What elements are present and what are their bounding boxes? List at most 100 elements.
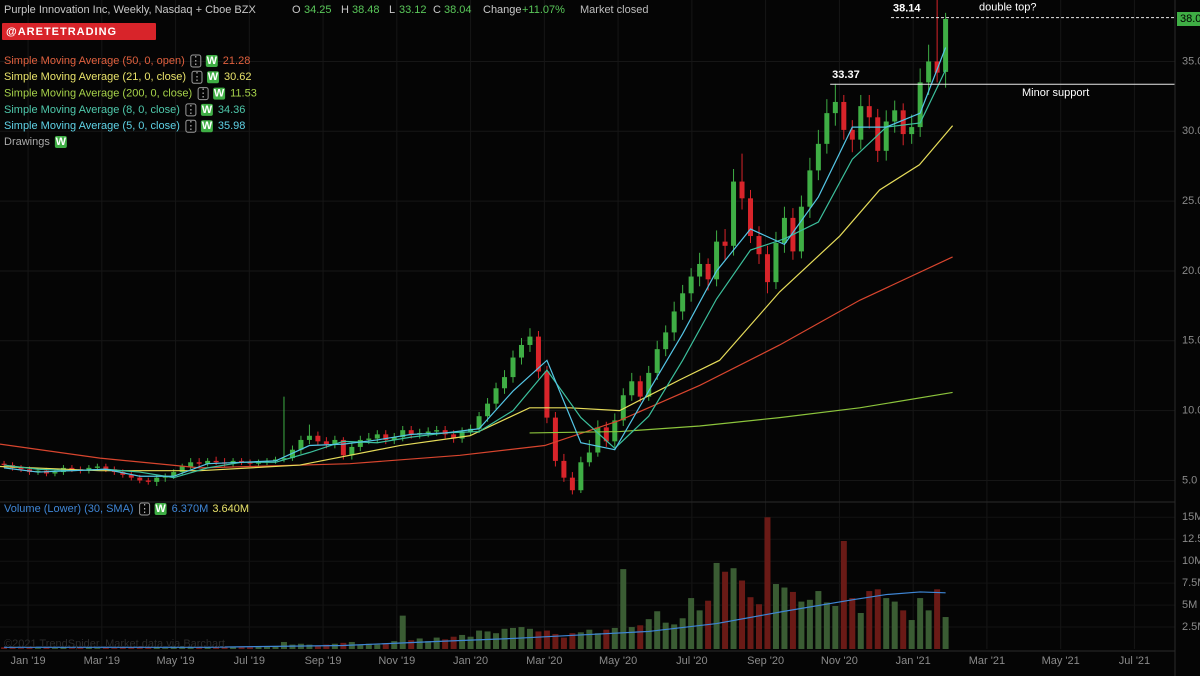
volume-bar <box>85 647 92 649</box>
y-tick-label: 15M <box>1182 511 1200 523</box>
legend-menu <box>191 70 203 84</box>
legend-name: Volume (Lower) (30, SMA) <box>4 503 134 515</box>
volume-bar <box>764 517 771 649</box>
candle-body <box>400 430 406 438</box>
candle-body <box>459 431 465 439</box>
volume-bar <box>77 647 84 649</box>
candle-body <box>357 439 363 447</box>
candle-body <box>909 127 915 135</box>
candle-body <box>145 480 151 482</box>
x-tick-label: Mar '20 <box>526 655 562 667</box>
candle-body <box>637 381 643 397</box>
volume-bar <box>730 568 737 649</box>
volume-bar <box>781 587 788 649</box>
volume-bar <box>569 633 576 649</box>
volume-bar <box>560 637 567 649</box>
volume-bar <box>891 601 898 649</box>
legend-value: 35.98 <box>218 120 246 132</box>
volume-bar <box>603 629 610 649</box>
x-tick-label: May '21 <box>1042 655 1080 667</box>
candle-body <box>697 263 703 277</box>
x-tick-label: Jan '19 <box>10 655 45 667</box>
volume-bar <box>314 645 321 649</box>
candle-body <box>94 466 100 468</box>
candle-body <box>52 472 58 474</box>
x-tick-label: Nov '19 <box>378 655 415 667</box>
header-text: 38.04 <box>444 4 472 16</box>
candle-body <box>86 467 92 471</box>
volume-bar <box>289 644 296 649</box>
candle-body <box>646 372 652 397</box>
candle-body <box>943 18 949 72</box>
volume-bar <box>925 610 932 649</box>
legend-name: Simple Moving Average (200, 0, close) <box>4 88 192 100</box>
volume-bar <box>628 627 635 649</box>
volume-bar <box>153 647 160 649</box>
candle-body <box>120 472 126 475</box>
legend-badge-text: W <box>202 120 213 132</box>
y-tick-label: 12.5M <box>1182 533 1200 545</box>
candle-body <box>841 101 847 130</box>
legend-badge <box>207 71 219 84</box>
candle-body <box>289 449 295 459</box>
volume-bar <box>94 648 101 649</box>
legend-badge-text: W <box>214 88 225 100</box>
candle-body <box>552 417 558 461</box>
candle-body <box>934 61 940 73</box>
candle-body <box>485 403 491 417</box>
volume-bar <box>391 641 398 649</box>
legend-badge-text: W <box>155 503 166 515</box>
volume-bar <box>722 571 729 649</box>
candle-body <box>315 435 321 442</box>
candle-body <box>518 344 524 358</box>
legend-menu-dots: ⋮ <box>192 71 203 83</box>
candle-body <box>612 420 618 442</box>
volume-bar <box>111 648 118 649</box>
volume-bar <box>849 598 856 649</box>
volume-bar <box>900 610 907 649</box>
candle-body <box>1 463 7 466</box>
volume-bar <box>51 648 58 649</box>
volume-bar <box>306 644 313 649</box>
candle-body <box>671 311 677 333</box>
candle-body <box>391 437 397 440</box>
volume-bar <box>119 647 126 649</box>
volume-bar <box>671 624 678 649</box>
x-tick-label: Sep '19 <box>305 655 342 667</box>
volume-bar <box>442 639 449 649</box>
grid <box>0 0 1175 649</box>
legend-name: Simple Moving Average (21, 0, close) <box>4 71 186 83</box>
candle-body <box>603 427 609 442</box>
legend-value: 21.28 <box>223 55 251 67</box>
candle-body <box>714 241 720 280</box>
header-text: 33.12 <box>399 4 427 16</box>
volume-bar <box>1 647 8 649</box>
candle-body <box>798 206 804 252</box>
y-tick-label: 35.0 <box>1182 55 1200 67</box>
volume-bar <box>247 647 254 649</box>
candle-body <box>561 460 567 478</box>
candle-body <box>128 474 134 478</box>
candle-body <box>18 467 24 470</box>
volume-bar <box>128 647 135 649</box>
volume-bar <box>883 598 890 649</box>
legend-badge <box>213 87 226 100</box>
candle-body <box>69 467 75 470</box>
legend-value: 30.62 <box>224 71 252 83</box>
candle-body <box>340 439 346 456</box>
y-tick-label: 10M <box>1182 555 1200 567</box>
candle-body <box>595 427 601 453</box>
volume-bar <box>789 591 796 649</box>
volume-bar <box>917 598 924 649</box>
candle-body <box>926 61 932 83</box>
header-text: Change <box>483 4 522 16</box>
volume-bar <box>357 644 364 649</box>
volume-bar <box>459 634 466 649</box>
x-tick-label: Nov '20 <box>821 655 858 667</box>
y-tick-label: 5.0 <box>1182 474 1197 486</box>
volume-bar <box>484 631 491 649</box>
candle-body <box>239 460 245 463</box>
candle-body <box>764 254 770 283</box>
volume-bar <box>221 647 228 649</box>
candle-body <box>35 470 41 473</box>
